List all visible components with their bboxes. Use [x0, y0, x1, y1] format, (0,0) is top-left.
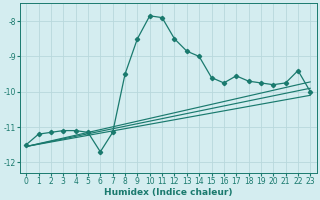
X-axis label: Humidex (Indice chaleur): Humidex (Indice chaleur)	[104, 188, 233, 197]
